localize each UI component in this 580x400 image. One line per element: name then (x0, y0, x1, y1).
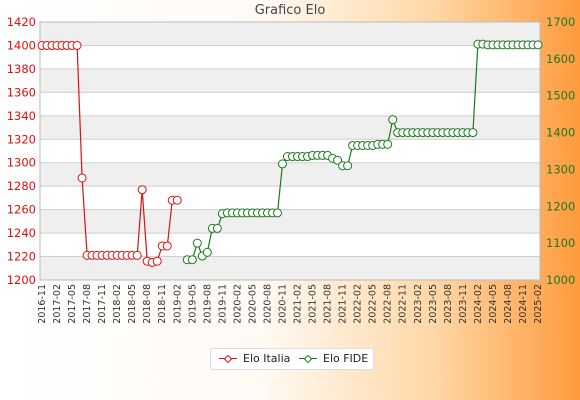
left-axis-tick-label: 1260 (7, 203, 36, 217)
plot-border (39, 21, 541, 281)
x-axis-tick-label: 2024-05 (488, 284, 499, 324)
grid-band (40, 209, 540, 234)
data-point-elo-italia (77, 173, 87, 183)
right-axis-tick-label: 1500 (546, 89, 575, 103)
grid-band (40, 256, 540, 280)
chart-title: Grafico Elo (254, 3, 326, 18)
x-axis-tick-label: 2016-11 (37, 284, 48, 324)
legend-label-elo-italia: Elo Italia (243, 352, 291, 365)
right-axis-tick-label: 1000 (546, 273, 575, 287)
right-axis-tick-label: 1200 (546, 199, 575, 213)
left-axis-tick-label: 1340 (7, 109, 36, 123)
right-axis-tick-label: 1300 (546, 162, 575, 176)
right-axis-tick-label: 1100 (546, 236, 575, 250)
data-point-elo-fide (388, 115, 398, 125)
x-axis-tick-label: 2023-08 (443, 284, 454, 324)
plot-area (40, 22, 540, 280)
x-axis-tick-label: 2023-05 (428, 284, 439, 324)
x-axis-tick-label: 2022-02 (353, 284, 364, 324)
data-point-elo-fide (277, 159, 287, 169)
legend-marker-elo-fide (299, 354, 317, 364)
left-axis-tick-label: 1300 (7, 156, 36, 170)
data-point-elo-fide (343, 161, 353, 171)
left-axis-tick-label: 1240 (7, 226, 36, 240)
x-axis-tick-label: 2023-11 (458, 284, 469, 324)
left-axis-tick-label: 1420 (7, 15, 36, 29)
legend-label-elo-fide: Elo FIDE (323, 352, 369, 365)
x-axis-tick-label: 2022-05 (368, 284, 379, 324)
x-axis-tick-label: 2025-02 (533, 284, 544, 324)
data-point-elo-italia (132, 250, 142, 260)
x-axis-tick-label: 2017-05 (67, 284, 78, 324)
x-axis-tick-label: 2019-08 (202, 284, 213, 324)
left-axis-tick-label: 1200 (7, 273, 36, 287)
x-axis-tick-label: 2018-08 (142, 284, 153, 324)
data-point-elo-fide (468, 128, 478, 138)
x-axis-tick-label: 2024-11 (518, 284, 529, 324)
x-axis-tick-label: 2018-05 (127, 284, 138, 324)
data-point-elo-italia (72, 40, 82, 50)
data-point-elo-italia (152, 256, 162, 266)
data-point-elo-fide (333, 155, 343, 165)
data-point-elo-fide (187, 255, 197, 265)
left-axis-tick-label: 1380 (7, 62, 36, 76)
left-axis-tick-label: 1280 (7, 179, 36, 193)
data-point-elo-fide (272, 208, 282, 218)
x-axis-tick-label: 2019-02 (172, 284, 183, 324)
legend-item-elo-italia: Elo Italia (219, 352, 290, 365)
left-axis-tick-label: 1320 (7, 132, 36, 146)
x-axis-tick-label: 2021-08 (323, 284, 334, 324)
legend: Elo Italia Elo FIDE (210, 348, 374, 370)
data-point-elo-italia (137, 185, 147, 195)
grid-band (40, 68, 540, 93)
left-axis-tick-label: 1220 (7, 250, 36, 264)
x-axis-tick-label: 2017-02 (52, 284, 63, 324)
x-axis-tick-label: 2020-02 (232, 284, 243, 324)
grid-band (40, 162, 540, 187)
x-axis-tick-label: 2020-05 (247, 284, 258, 324)
x-axis-tick-label: 2021-11 (338, 284, 349, 324)
data-point-elo-fide (212, 223, 222, 233)
data-point-elo-fide (192, 238, 202, 248)
legend-marker-elo-italia (219, 354, 237, 364)
right-axis-tick-label: 1600 (546, 52, 575, 66)
data-point-elo-fide (383, 139, 393, 149)
data-point-elo-italia (162, 241, 172, 251)
x-axis-tick-label: 2022-08 (383, 284, 394, 324)
left-axis-tick-label: 1400 (7, 38, 36, 52)
x-axis-tick-label: 2022-11 (398, 284, 409, 324)
x-axis-tick-label: 2021-05 (308, 284, 319, 324)
x-axis-tick-label: 2017-11 (97, 284, 108, 324)
x-axis-tick-label: 2020-11 (277, 284, 288, 324)
x-axis-tick-label: 2018-11 (157, 284, 168, 324)
x-axis-tick-label: 2019-05 (187, 284, 198, 324)
x-axis-tick-label: 2017-08 (82, 284, 93, 324)
right-axis-tick-label: 1400 (546, 126, 575, 140)
x-axis-tick-label: 2020-08 (262, 284, 273, 324)
legend-item-elo-fide: Elo FIDE (299, 352, 368, 365)
x-axis-tick-label: 2024-02 (473, 284, 484, 324)
x-axis-tick-label: 2021-02 (293, 284, 304, 324)
x-axis-tick-label: 2023-02 (413, 284, 424, 324)
grid-band (40, 22, 540, 46)
data-point-elo-fide (533, 40, 543, 50)
x-axis-tick-label: 2018-02 (112, 284, 123, 324)
left-axis-tick-label: 1360 (7, 85, 36, 99)
x-axis-tick-label: 2019-11 (217, 284, 228, 324)
right-axis-tick-label: 1700 (546, 15, 575, 29)
data-point-elo-fide (202, 247, 212, 257)
x-axis-tick-label: 2024-08 (503, 284, 514, 324)
data-point-elo-italia (172, 195, 182, 205)
